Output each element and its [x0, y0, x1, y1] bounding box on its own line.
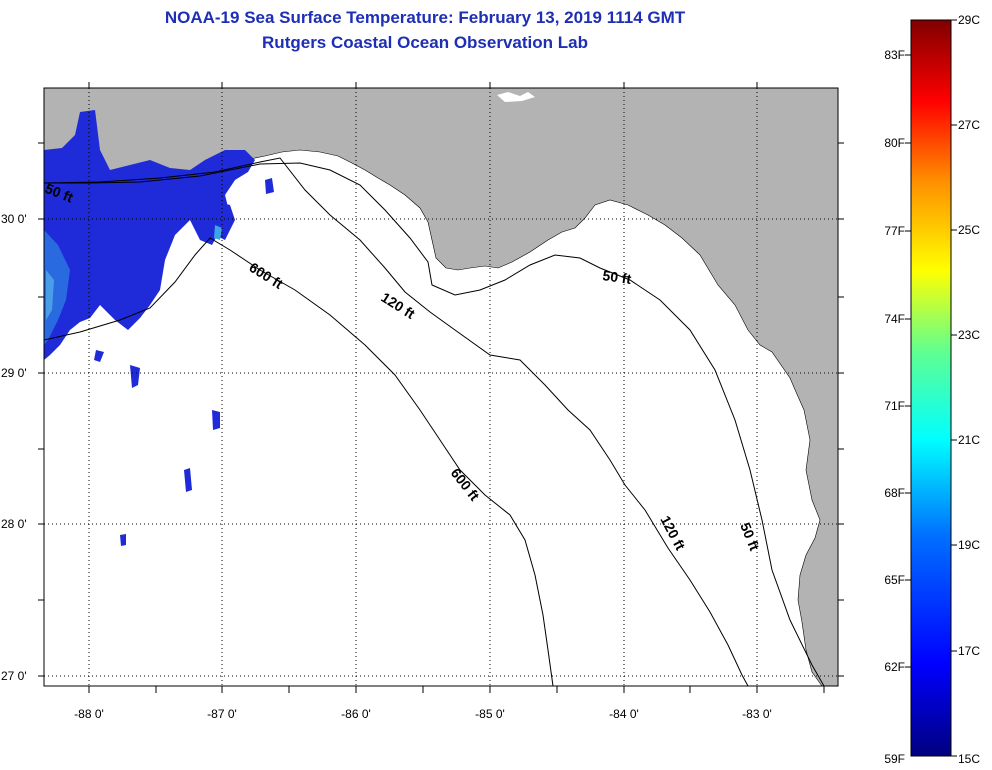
- isobath-contours: [44, 157, 825, 686]
- colorbar-f-label-68: 68F: [884, 486, 905, 500]
- graticule-grid: [44, 88, 838, 686]
- colorbar-f-label-83: 83F: [884, 48, 905, 62]
- contour-label-50ft-big-bend: 50 ft: [602, 267, 633, 287]
- colorbar-f-label-65: 65F: [884, 573, 905, 587]
- colorbar-f-label-77: 77F: [884, 224, 905, 238]
- lon-label-84: -84 0': [609, 707, 639, 721]
- isobath-120ft: [44, 157, 749, 686]
- axis-ticks: [38, 82, 844, 693]
- lat-label-27: 27 0': [1, 669, 27, 683]
- map-frame: [43, 87, 839, 687]
- lake: [497, 92, 535, 102]
- colorbar-f-label-80: 80F: [884, 136, 905, 150]
- colorbar-c-label-15: 15C: [958, 752, 980, 766]
- temperature-colorbar: 83F 80F 77F 74F 71F 68F 65F 62F 59F 29C …: [884, 13, 980, 766]
- colorbar-c-label-17: 17C: [958, 644, 980, 658]
- sst-data-layer: [44, 110, 274, 546]
- colorbar-f-label-59: 59F: [884, 752, 905, 766]
- colorbar-c-label-29: 29C: [958, 13, 980, 27]
- map-subtitle: Rutgers Coastal Ocean Observation Lab: [262, 33, 588, 52]
- colorbar-f-label-71: 71F: [884, 399, 905, 413]
- colorbar-gradient: [910, 19, 952, 757]
- lon-label-85: -85 0': [475, 707, 505, 721]
- lat-label-28: 28 0': [1, 517, 27, 531]
- lat-label-29: 29 0': [1, 366, 27, 380]
- lat-label-30: 30 0': [1, 212, 27, 226]
- colorbar-f-label-62: 62F: [884, 660, 905, 674]
- isobath-50ft: [44, 162, 825, 686]
- lon-label-88: -88 0': [74, 707, 104, 721]
- map-panel[interactable]: 50 ft 600 ft 120 ft 50 ft 600 ft 120 ft …: [43, 88, 838, 686]
- isobath-600ft: [44, 237, 554, 686]
- colorbar-c-label-23: 23C: [958, 328, 980, 342]
- lon-label-86: -86 0': [341, 707, 371, 721]
- colorbar-c-label-25: 25C: [958, 223, 980, 237]
- map-title: NOAA-19 Sea Surface Temperature: Februar…: [164, 8, 686, 27]
- lon-label-83: -83 0': [742, 707, 772, 721]
- colorbar-c-label-19: 19C: [958, 538, 980, 552]
- colorbar-f-label-74: 74F: [884, 312, 905, 326]
- lon-label-87: -87 0': [207, 707, 237, 721]
- colorbar-c-label-27: 27C: [958, 118, 980, 132]
- colorbar-c-label-21: 21C: [958, 433, 980, 447]
